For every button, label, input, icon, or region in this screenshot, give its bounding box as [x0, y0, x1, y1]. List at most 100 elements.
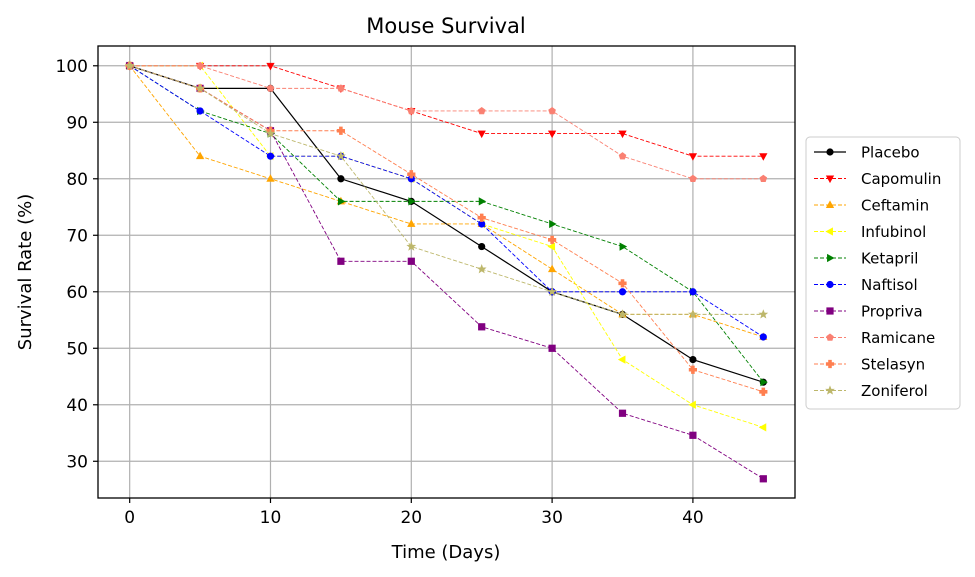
- data-point-capomulin: [477, 130, 486, 139]
- y-axis-label: Survival Rate (%): [15, 194, 36, 350]
- data-point-ramicane: [337, 84, 345, 92]
- data-point-propriva: [689, 431, 697, 439]
- data-point-propriva: [548, 344, 556, 352]
- legend: Placebo Capomulin Ceftamin Infubinol Ketapri…: [805, 136, 961, 410]
- data-point-ramicane: [266, 84, 275, 92]
- data-point-zoniferol: [406, 241, 417, 251]
- data-point-ketapril: [549, 219, 557, 229]
- data-point-ketapril: [337, 197, 346, 206]
- legend-label: Ketapril: [861, 250, 918, 268]
- y-tick-label: 50: [66, 339, 88, 359]
- legend-marker: [825, 227, 833, 236]
- data-point-ramicane: [618, 152, 627, 160]
- x-tick-label: 30: [541, 508, 563, 528]
- series-zoniferol: [124, 60, 769, 319]
- data-point-stelasyn: [477, 213, 486, 222]
- data-point-zoniferol: [758, 309, 769, 319]
- data-point-capomulin: [266, 62, 275, 71]
- legend-marker: [826, 280, 834, 289]
- data-point-stelasyn: [548, 235, 557, 244]
- legend-label: Zoniferol: [861, 382, 928, 400]
- legend-label: Ceftamin: [861, 197, 929, 215]
- data-point-zoniferol: [617, 309, 628, 319]
- legend-label: Ramicane: [861, 329, 935, 347]
- legend-marker: [826, 307, 834, 315]
- data-point-stelasyn: [759, 387, 768, 396]
- data-point-ramicane: [407, 106, 416, 115]
- data-point-capomulin: [618, 130, 627, 139]
- legend-marker: [826, 148, 834, 156]
- data-point-zoniferol: [195, 83, 205, 93]
- data-point-ramicane: [477, 106, 486, 115]
- data-point-infubinol: [688, 400, 696, 409]
- series-ketapril: [126, 61, 768, 387]
- x-tick-label: 10: [260, 508, 282, 528]
- data-point-capomulin: [547, 130, 557, 139]
- legend-label: Infubinol: [861, 223, 926, 241]
- data-point-zoniferol: [124, 60, 135, 70]
- chart-title: Mouse Survival: [366, 14, 525, 38]
- y-tick-label: 80: [66, 170, 88, 190]
- legend-item-zoniferol: Zoniferol: [814, 382, 928, 400]
- legend-item-propriva: Propriva: [814, 303, 923, 321]
- data-point-propriva: [618, 409, 627, 417]
- data-point-stelasyn: [336, 126, 345, 135]
- legend-item-infubinol: Infubinol: [814, 223, 926, 241]
- data-point-ceftamin: [195, 151, 205, 160]
- series-line-capomulin: [129, 65, 764, 157]
- data-point-propriva: [478, 323, 486, 331]
- y-tick-label: 60: [66, 283, 88, 303]
- data-point-ramicane: [196, 61, 204, 70]
- data-point-ketapril: [619, 242, 628, 251]
- data-point-ramicane: [548, 106, 556, 115]
- data-point-ketapril: [408, 197, 416, 206]
- data-point-infubinol: [617, 355, 626, 364]
- data-point-naftisol: [618, 288, 627, 296]
- data-point-ramicane: [689, 174, 697, 183]
- y-tick-label: 30: [66, 452, 88, 472]
- legend-marker: [825, 359, 835, 369]
- legend-label: Capomulin: [861, 170, 941, 188]
- data-point-zoniferol: [265, 128, 276, 138]
- legend-label: Propriva: [861, 303, 923, 321]
- legend-marker: [826, 333, 834, 341]
- data-point-ketapril: [478, 197, 487, 206]
- data-point-infubinol: [547, 242, 556, 251]
- data-point-ceftamin: [407, 219, 416, 227]
- legend-item-ceftamin: Ceftamin: [814, 197, 929, 215]
- legend-label: Stelasyn: [861, 356, 925, 374]
- data-point-ramicane: [759, 174, 768, 183]
- legend-item-ramicane: Ramicane: [814, 329, 935, 347]
- legend-item-ketapril: Ketapril: [814, 250, 918, 268]
- data-point-naftisol: [689, 288, 697, 296]
- data-point-naftisol: [266, 152, 275, 160]
- legend-item-naftisol: Naftisol: [814, 276, 918, 294]
- x-axis-label: Time (Days): [391, 542, 501, 563]
- data-point-naftisol: [196, 107, 204, 115]
- data-point-stelasyn: [407, 170, 416, 179]
- data-point-ketapril: [760, 378, 768, 387]
- data-point-zoniferol: [336, 151, 346, 161]
- data-point-naftisol: [759, 333, 767, 341]
- legend-marker: [825, 385, 835, 395]
- series-line-stelasyn: [129, 65, 764, 393]
- data-point-stelasyn: [618, 279, 627, 288]
- legend-item-capomulin: Capomulin: [814, 170, 941, 188]
- series-line-placebo: [129, 65, 764, 383]
- legend-label: Placebo: [861, 144, 920, 162]
- axis-ticks: 0 10 20 30 40 30 40 50 60 70 80 90 100: [56, 57, 704, 528]
- plot-series: [124, 60, 769, 483]
- data-point-capomulin: [759, 153, 768, 161]
- y-tick-label: 70: [66, 226, 88, 246]
- x-tick-label: 20: [400, 508, 422, 528]
- data-point-ceftamin: [266, 174, 275, 182]
- data-point-placebo: [478, 242, 486, 251]
- data-point-infubinol: [758, 423, 767, 432]
- data-point-propriva: [407, 257, 415, 265]
- legend-label: Naftisol: [861, 276, 918, 294]
- x-tick-label: 40: [682, 508, 704, 528]
- data-point-propriva: [759, 475, 767, 483]
- data-point-propriva: [337, 257, 345, 265]
- series-line-ketapril: [129, 65, 764, 383]
